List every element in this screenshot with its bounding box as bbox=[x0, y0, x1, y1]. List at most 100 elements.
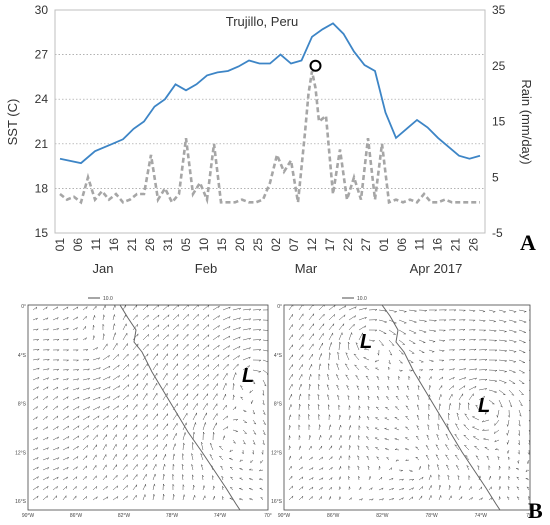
wind-vector bbox=[408, 309, 417, 312]
wind-vector bbox=[518, 459, 520, 464]
wind-vector bbox=[222, 373, 228, 381]
wind-vector-head bbox=[384, 321, 387, 323]
right-tick-label: 25 bbox=[492, 59, 506, 73]
wind-vector bbox=[62, 436, 70, 441]
wind-vector bbox=[418, 339, 426, 343]
wind-vector-head bbox=[269, 310, 271, 311]
wind-vector-head bbox=[167, 334, 169, 337]
wind-vector bbox=[262, 329, 268, 331]
wind-vector-head bbox=[436, 464, 440, 467]
wind-vector bbox=[348, 332, 352, 341]
wind-vector-head bbox=[47, 467, 50, 470]
wind-vector bbox=[230, 487, 234, 491]
wind-vector bbox=[455, 465, 460, 471]
wind-vector bbox=[448, 385, 454, 391]
wind-vector bbox=[52, 339, 60, 341]
wind-vector bbox=[42, 405, 48, 411]
wind-vector bbox=[42, 495, 48, 501]
wind-vector bbox=[388, 309, 397, 312]
wind-vector bbox=[122, 343, 128, 351]
wind-vector bbox=[142, 324, 149, 331]
wind-vector-head bbox=[428, 414, 430, 417]
wind-vector-head bbox=[517, 461, 519, 464]
wind-vector-head bbox=[35, 306, 38, 310]
wind-vector bbox=[82, 337, 87, 341]
wind-vector-head bbox=[191, 464, 194, 467]
wind-vector bbox=[478, 497, 483, 501]
wind-vector-head bbox=[379, 466, 381, 469]
wind-vector bbox=[415, 456, 420, 461]
wind-vector bbox=[288, 305, 293, 311]
wind-vector-head bbox=[474, 368, 478, 371]
wind-vector bbox=[152, 483, 155, 491]
wind-vector-head bbox=[475, 455, 479, 457]
wind-vector-head bbox=[381, 476, 383, 480]
wind-vector bbox=[508, 349, 517, 352]
wind-vector-head bbox=[47, 368, 50, 371]
wind-vector bbox=[122, 424, 127, 431]
wind-vector-head bbox=[262, 403, 265, 406]
wind-vector-head bbox=[253, 442, 256, 445]
wind-vector bbox=[398, 339, 405, 345]
wind-vector bbox=[222, 393, 226, 401]
wind-vector bbox=[497, 456, 500, 461]
wind-vector bbox=[308, 496, 313, 501]
wind-vector bbox=[436, 434, 440, 441]
wind-vector bbox=[394, 417, 400, 421]
x-tick-label: 01 bbox=[377, 238, 391, 252]
wind-vector bbox=[317, 394, 320, 401]
wind-vector bbox=[192, 403, 198, 411]
wind-vector-head bbox=[269, 352, 271, 353]
wind-vector bbox=[428, 359, 434, 362]
month-label: Apr 2017 bbox=[410, 261, 463, 276]
wind-vector bbox=[32, 457, 39, 461]
wind-vector bbox=[182, 442, 184, 451]
wind-vector bbox=[162, 343, 169, 351]
wind-vector-head bbox=[200, 453, 203, 456]
wind-vector-head bbox=[499, 496, 501, 499]
wind-vector-head bbox=[127, 364, 129, 367]
wind-vector bbox=[458, 485, 461, 491]
wind-vector bbox=[328, 456, 333, 461]
wind-vector-head bbox=[118, 375, 120, 378]
wind-vector bbox=[288, 465, 292, 471]
wind-vector bbox=[518, 419, 521, 427]
wind-vector-head bbox=[321, 487, 323, 490]
wind-vector bbox=[242, 365, 250, 371]
wind-vector-head bbox=[77, 406, 80, 409]
wind-vector bbox=[464, 413, 470, 421]
wind-vector-head bbox=[310, 374, 312, 377]
month-label: Feb bbox=[195, 261, 217, 276]
lat-label: 0° bbox=[277, 304, 282, 310]
wind-vector-head bbox=[167, 324, 170, 327]
wind-vector-head bbox=[455, 454, 458, 457]
wind-vector-head bbox=[87, 425, 90, 428]
wind-vector-head bbox=[494, 359, 498, 362]
wind-vector bbox=[375, 406, 380, 411]
wind-vector-head bbox=[484, 369, 488, 371]
wind-vector-head bbox=[173, 453, 176, 457]
wind-vector bbox=[172, 453, 175, 461]
wind-vector bbox=[318, 467, 324, 471]
wind-vector bbox=[52, 426, 59, 431]
wind-vector-head bbox=[197, 314, 199, 317]
wind-vector-head bbox=[387, 385, 390, 388]
wind-vector bbox=[202, 324, 210, 331]
wind-vector bbox=[488, 309, 496, 312]
wind-vector bbox=[398, 359, 403, 364]
wind-vector bbox=[42, 368, 50, 371]
wind-vector-head bbox=[258, 359, 262, 362]
wind-vector-head bbox=[239, 498, 242, 500]
wind-vector bbox=[375, 367, 380, 371]
wind-vector bbox=[398, 349, 404, 355]
wind-vector bbox=[200, 453, 204, 461]
wind-vector bbox=[385, 448, 390, 451]
wind-vector bbox=[192, 412, 197, 421]
wind-vector-head bbox=[521, 393, 524, 395]
wind-vector-head bbox=[300, 393, 302, 397]
wind-vector bbox=[32, 426, 38, 431]
wind-vector-head bbox=[494, 330, 497, 332]
wind-vector-head bbox=[423, 331, 427, 333]
wind-vector-head bbox=[329, 414, 331, 417]
